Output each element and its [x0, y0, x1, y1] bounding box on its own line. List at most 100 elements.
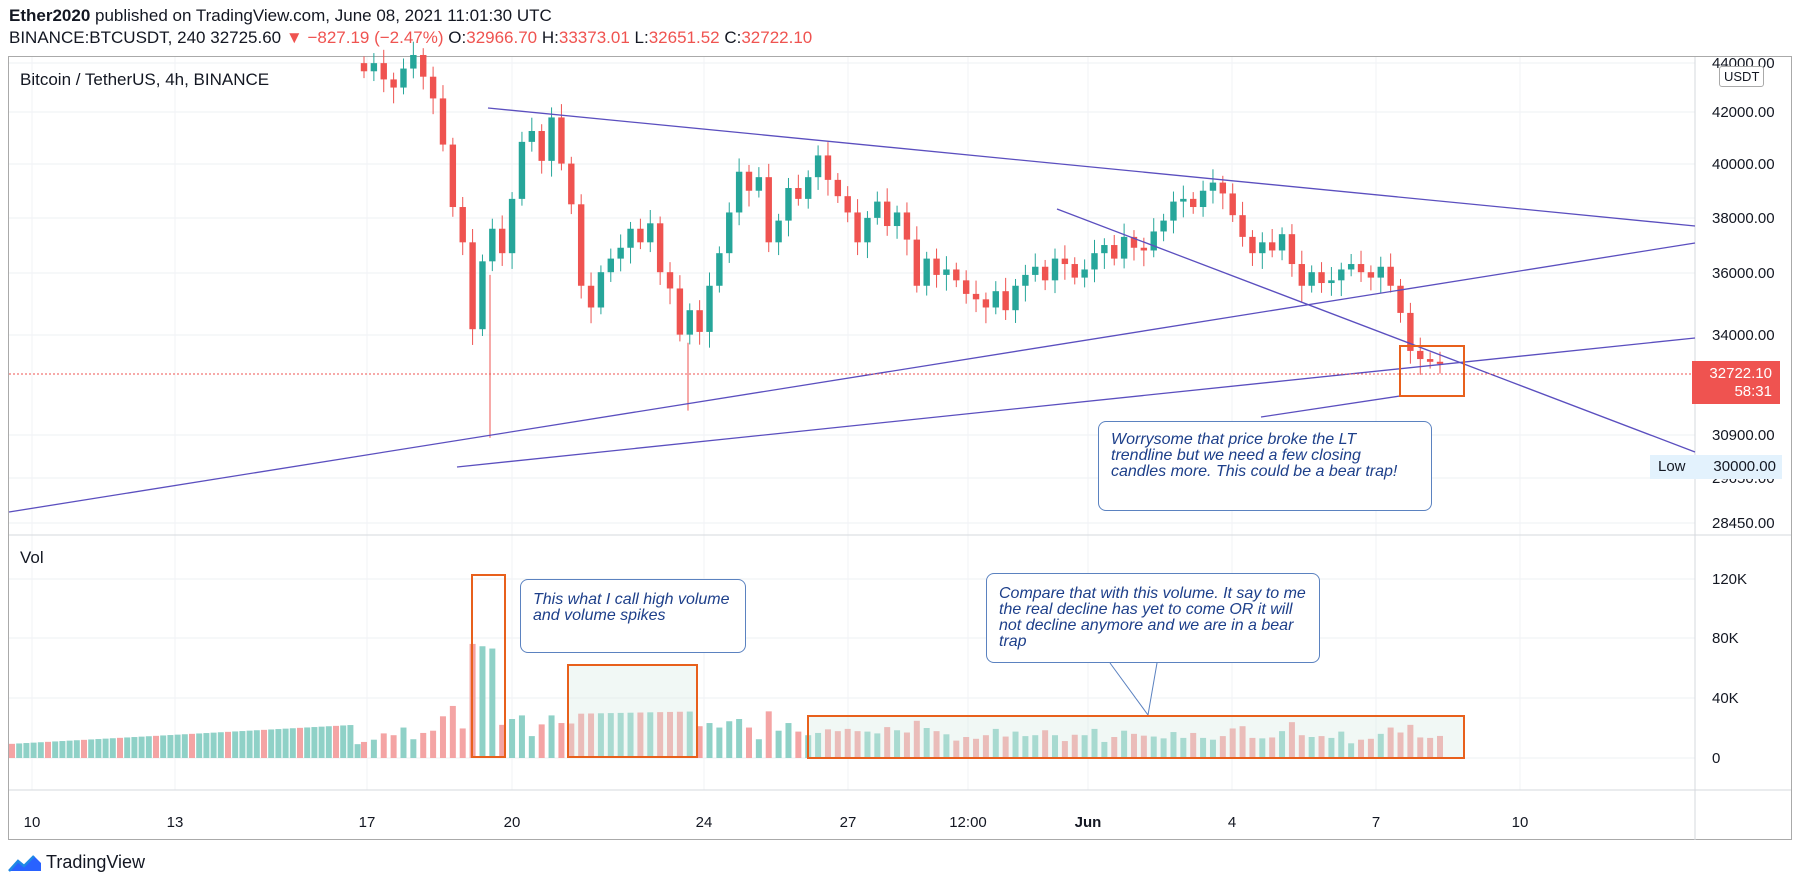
volume-bar — [1308, 737, 1315, 758]
tradingview-logo[interactable]: TradingView — [8, 852, 145, 873]
volume-bar — [380, 733, 387, 758]
candle-body — [913, 239, 921, 286]
volume-bar — [1407, 724, 1414, 758]
volume-bar — [73, 740, 80, 758]
brand-name: TradingView — [46, 852, 146, 872]
candle-body — [1111, 245, 1118, 259]
volume-bar — [1269, 737, 1276, 758]
volume-bar — [844, 728, 851, 758]
volume-bar — [1338, 731, 1345, 758]
volume-bar — [145, 736, 152, 758]
volume-bar — [1249, 737, 1256, 758]
volume-bar — [785, 723, 792, 758]
candle-body — [637, 228, 644, 243]
candle-body — [735, 171, 743, 213]
currency-button[interactable]: USDT — [1719, 66, 1765, 87]
volume-bar — [864, 731, 871, 758]
candle-body — [1071, 264, 1078, 278]
candle-body — [1219, 182, 1227, 194]
candle-body — [972, 293, 980, 300]
candle-body — [1288, 234, 1296, 265]
bar-countdown: 58:31 — [1734, 383, 1772, 400]
candle-body — [479, 261, 486, 330]
volume-bar — [667, 711, 674, 758]
volume-bar — [686, 711, 693, 758]
volume-bar — [1190, 732, 1197, 758]
volume-bar — [37, 742, 44, 758]
x-tick-label: Jun — [1075, 814, 1102, 831]
volume-bar — [1002, 736, 1009, 758]
candle-body — [1436, 361, 1444, 364]
volume-bar — [410, 739, 417, 758]
low-value: 32651.52 — [648, 28, 720, 47]
current-price: 32722.10 — [1709, 365, 1772, 382]
trendline-ascending-short — [456, 337, 1696, 468]
volume-bar — [1012, 731, 1019, 758]
candle-body — [923, 258, 930, 286]
candle-body — [1170, 201, 1177, 221]
volume-bar — [1298, 735, 1305, 758]
x-tick-label: 12:00 — [949, 814, 987, 831]
candle-body — [765, 177, 772, 243]
candle-body — [627, 228, 634, 248]
volume-bar — [268, 729, 275, 758]
pane-title: Bitcoin / TetherUS, 4h, BINANCE — [20, 70, 270, 89]
volume-box-mid — [567, 664, 698, 758]
tradingview-icon — [8, 854, 41, 872]
volume-bar — [246, 730, 253, 758]
volume-bar — [548, 715, 555, 758]
x-tick-label: 27 — [840, 814, 857, 831]
volume-bar — [181, 734, 188, 758]
volume-bar — [1081, 735, 1088, 758]
volume-bar — [311, 727, 318, 758]
volume-bar — [874, 733, 881, 758]
note-trendline[interactable]: Worrysome that price broke the LT trendl… — [1098, 421, 1432, 511]
candle-body — [1278, 234, 1286, 251]
candle-body — [1347, 264, 1355, 270]
candle-body — [489, 228, 496, 262]
volume-bar — [795, 731, 802, 758]
volume-spike-box — [471, 574, 506, 758]
candle-body — [1012, 285, 1019, 311]
volume-bar — [333, 725, 339, 758]
volume-bar — [765, 711, 772, 758]
volume-bar — [982, 735, 989, 758]
volume-bar — [736, 719, 743, 758]
volume-bar — [1318, 736, 1325, 758]
candle-body — [1199, 190, 1207, 208]
callout-pointer — [1260, 395, 1401, 418]
candle-body — [1426, 359, 1434, 362]
x-tick-label: 10 — [24, 814, 41, 831]
volume-bar — [706, 723, 713, 758]
volume-bar — [1219, 736, 1226, 758]
volume-bar — [558, 723, 565, 758]
volume-bar — [696, 726, 703, 758]
candle-body — [1308, 272, 1315, 286]
candle-body — [1032, 266, 1039, 275]
candle-body — [962, 280, 970, 294]
author-name[interactable]: Ether2020 — [9, 6, 91, 25]
candle-body — [676, 288, 684, 335]
volume-bar — [347, 725, 354, 758]
volume-bar — [81, 739, 87, 758]
note-high-volume[interactable]: This what I call high volume and volume … — [520, 579, 746, 653]
chart-panel[interactable] — [8, 56, 1792, 840]
volume-bar — [153, 735, 159, 758]
candle-body — [1268, 242, 1276, 251]
candle-body — [1091, 253, 1098, 270]
candle-body — [499, 228, 506, 254]
candle-body — [439, 98, 447, 145]
low-marker-label: Low — [1658, 458, 1686, 475]
y-tick-label: 36000.00 — [1712, 265, 1775, 282]
note-compare[interactable]: Compare that with this volume. It say to… — [986, 573, 1320, 663]
volume-bar — [627, 712, 634, 758]
volume-bar — [370, 739, 377, 758]
candle-body — [370, 63, 378, 72]
volume-bar — [518, 715, 525, 758]
volume-bar — [509, 719, 516, 758]
volume-bar — [210, 732, 217, 758]
volume-bar — [1071, 734, 1078, 758]
current-price-label: 32722.10 58:31 — [1692, 361, 1780, 404]
candle-body — [706, 285, 713, 332]
